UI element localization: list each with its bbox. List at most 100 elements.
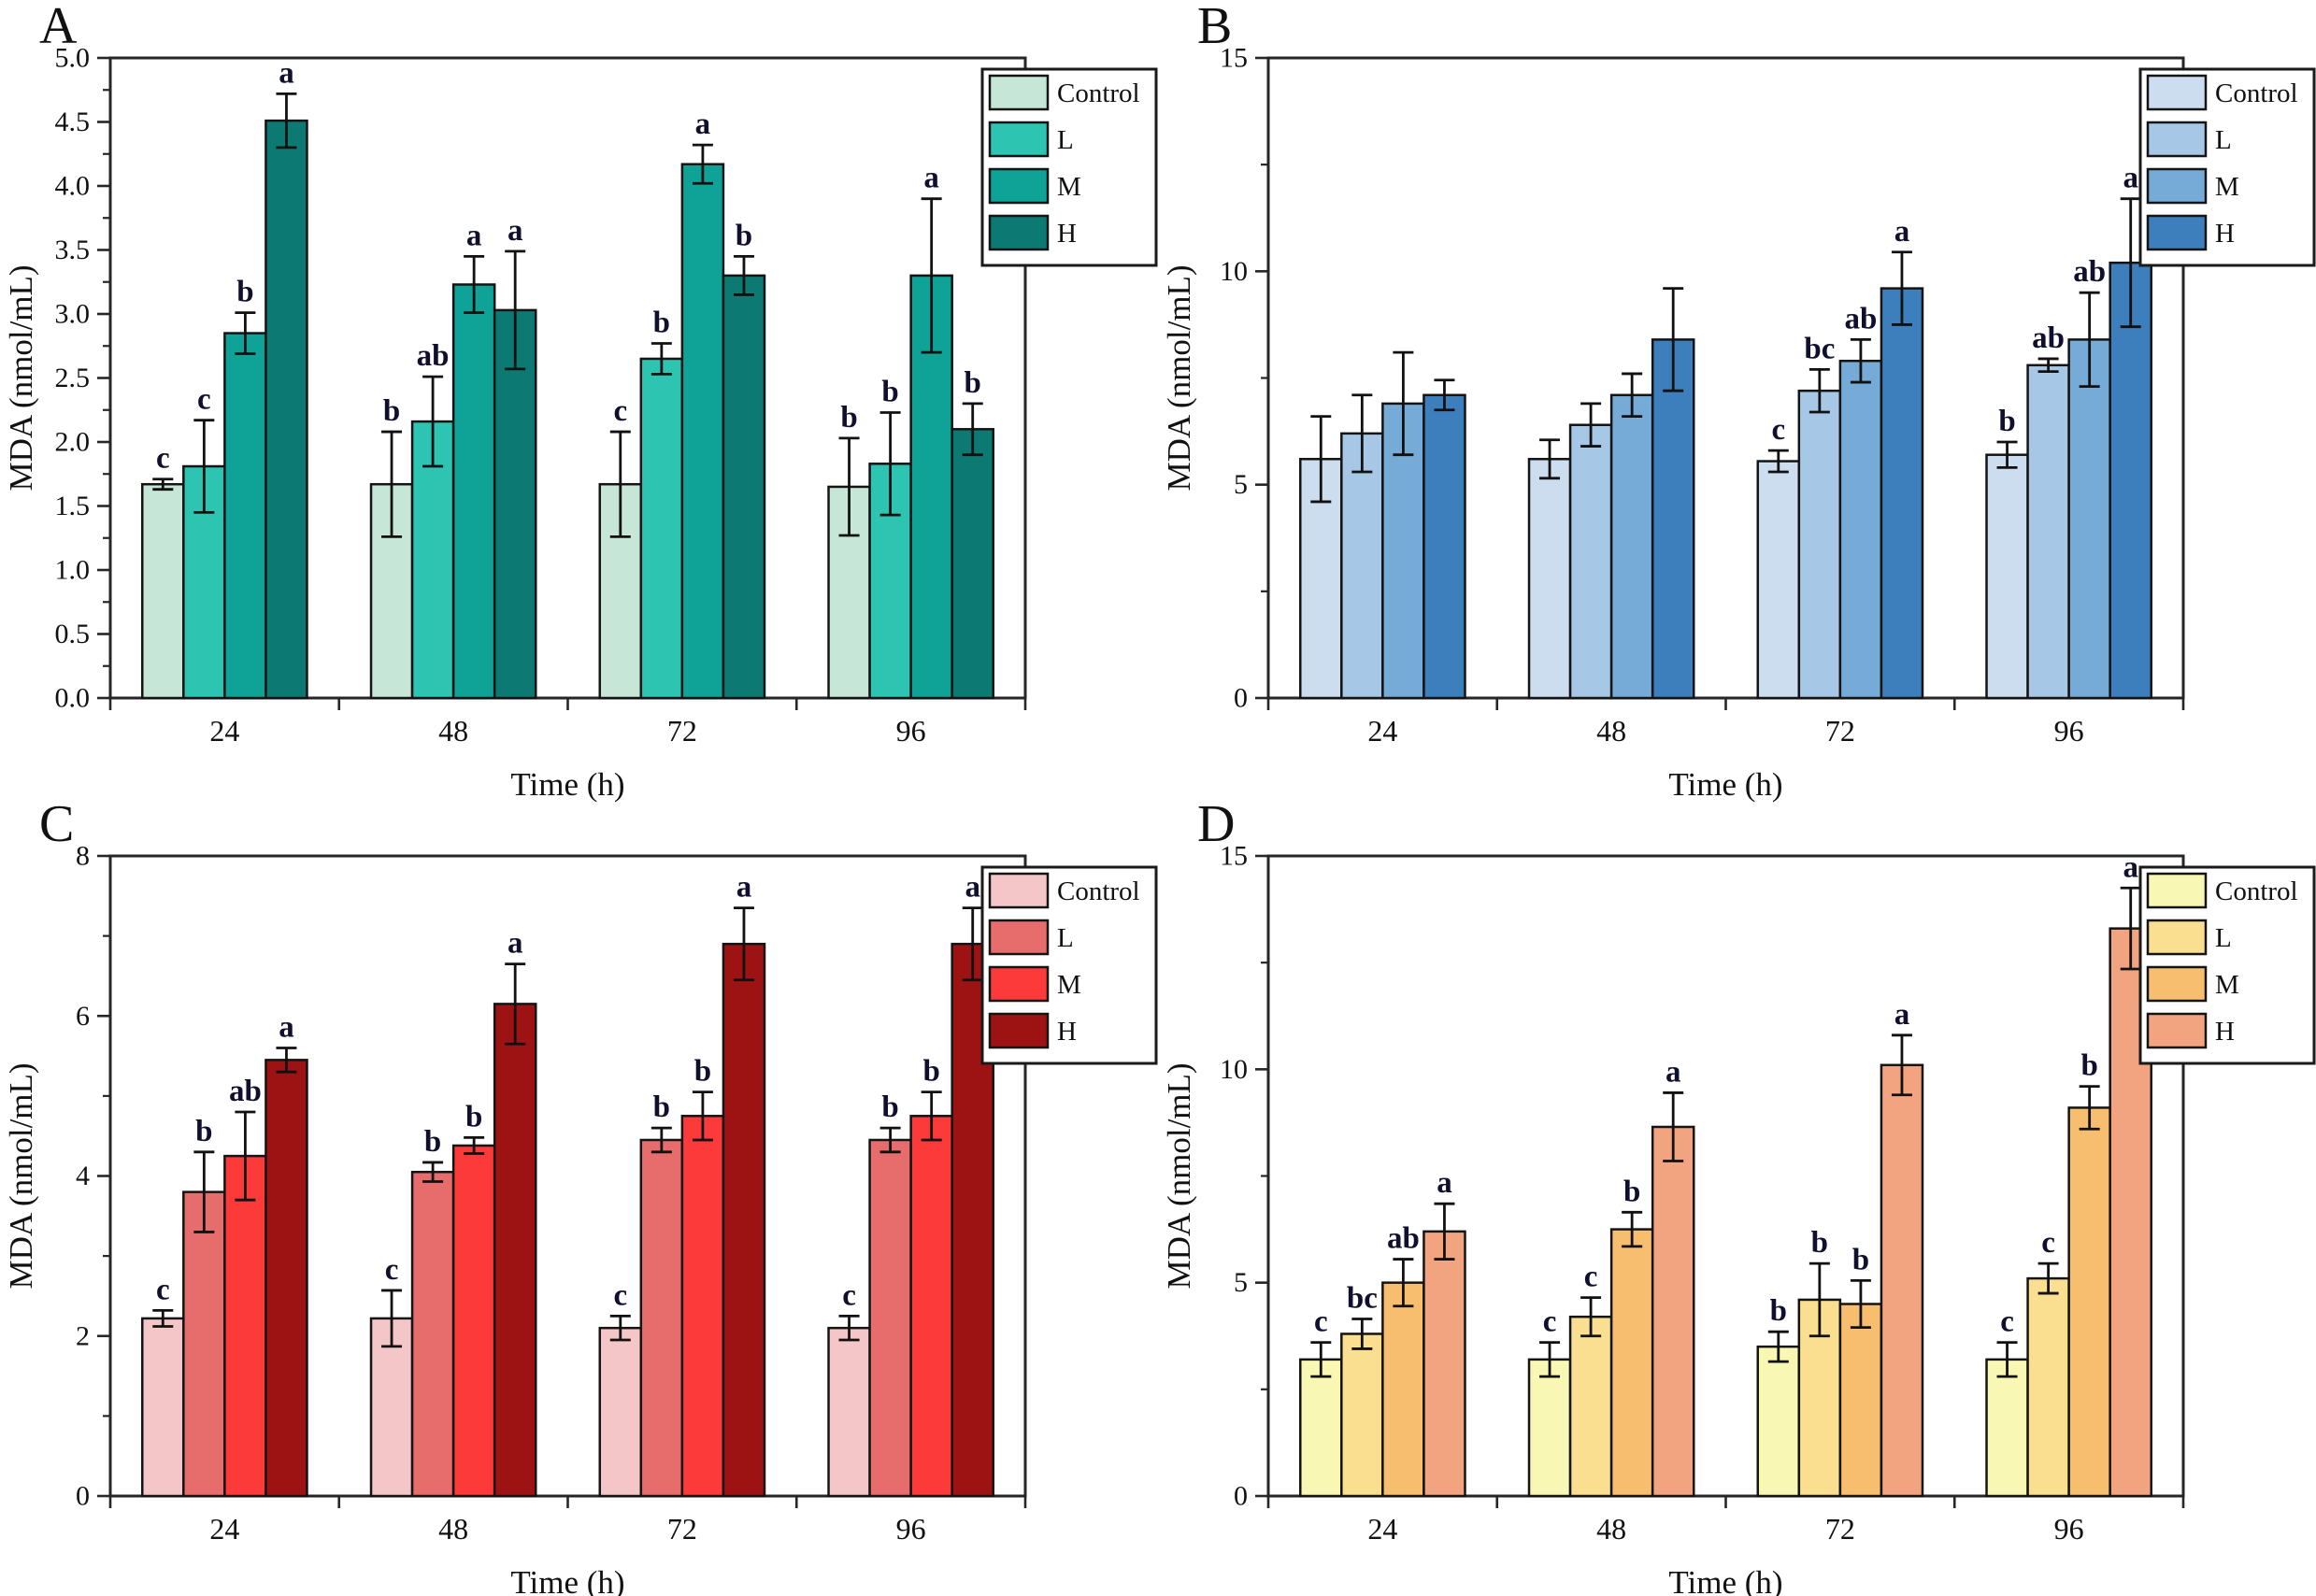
svg-text:Time (h): Time (h) bbox=[1668, 766, 1782, 803]
svg-text:b: b bbox=[736, 219, 752, 252]
chart-panel-C: 0 2 4 6 8 24 48 72 96 c c c c b b b b ab b b b a a a a Time (h) MD… bbox=[0, 795, 1158, 1596]
svg-text:MDA (nmol/mL): MDA (nmol/mL) bbox=[3, 1062, 39, 1289]
svg-text:c: c bbox=[1771, 413, 1785, 447]
svg-text:10: 10 bbox=[1220, 1054, 1248, 1085]
svg-text:Control: Control bbox=[1057, 78, 1140, 108]
svg-text:ab: ab bbox=[417, 339, 450, 373]
svg-text:1.5: 1.5 bbox=[55, 491, 91, 521]
svg-text:5: 5 bbox=[1234, 1267, 1248, 1298]
svg-text:2: 2 bbox=[76, 1320, 90, 1351]
svg-text:2.5: 2.5 bbox=[55, 363, 91, 393]
svg-text:L: L bbox=[2215, 923, 2232, 953]
svg-text:B: B bbox=[1197, 0, 1232, 55]
svg-text:0.0: 0.0 bbox=[55, 683, 91, 714]
svg-text:Time (h): Time (h) bbox=[1668, 1564, 1782, 1596]
svg-text:b: b bbox=[922, 1055, 939, 1089]
svg-text:H: H bbox=[1057, 219, 1077, 249]
svg-text:a: a bbox=[508, 214, 523, 248]
svg-text:b: b bbox=[1770, 1294, 1787, 1328]
svg-text:a: a bbox=[1894, 998, 1910, 1032]
svg-text:0: 0 bbox=[1234, 683, 1248, 714]
svg-text:4: 4 bbox=[76, 1161, 90, 1191]
svg-text:24: 24 bbox=[1367, 714, 1397, 748]
svg-text:A: A bbox=[39, 0, 78, 55]
svg-text:b: b bbox=[881, 1090, 898, 1124]
svg-text:b: b bbox=[694, 1055, 711, 1089]
svg-text:48: 48 bbox=[1596, 1512, 1626, 1546]
svg-text:c: c bbox=[1584, 1261, 1598, 1294]
svg-text:c: c bbox=[2041, 1226, 2055, 1260]
svg-text:D: D bbox=[1197, 795, 1235, 853]
svg-text:48: 48 bbox=[438, 1512, 468, 1546]
svg-text:5: 5 bbox=[1234, 469, 1248, 500]
svg-text:b: b bbox=[1852, 1243, 1869, 1276]
svg-text:c: c bbox=[613, 1278, 627, 1312]
chart-panel-B: 0 5 10 15 24 48 72 96 c b bc ab ab ab a a Time (h) MDA (n… bbox=[1158, 0, 2316, 803]
svg-text:96: 96 bbox=[2054, 714, 2084, 748]
svg-text:96: 96 bbox=[896, 714, 926, 748]
svg-text:a: a bbox=[1437, 1166, 1452, 1200]
svg-text:2.0: 2.0 bbox=[55, 427, 91, 458]
svg-text:24: 24 bbox=[209, 1512, 239, 1546]
svg-text:3.5: 3.5 bbox=[55, 235, 91, 265]
svg-text:a: a bbox=[1894, 215, 1910, 249]
svg-text:M: M bbox=[1057, 172, 1081, 202]
chart-panel-A: 0.0 0.5 1.0 1.5 2.0 2.5 3.0 3.5 4.0 4.5 5.0 24 48 72 9… bbox=[0, 0, 1158, 803]
svg-text:a: a bbox=[2123, 162, 2138, 195]
svg-text:C: C bbox=[39, 795, 74, 853]
chart-panel-D: 0 5 10 15 24 48 72 96 c c b c bc c b c ab b b b a a a a Time (h)… bbox=[1158, 795, 2316, 1596]
svg-text:H: H bbox=[2215, 1017, 2235, 1047]
svg-text:72: 72 bbox=[1825, 714, 1855, 748]
svg-text:M: M bbox=[2215, 970, 2239, 1000]
svg-text:a: a bbox=[923, 162, 939, 195]
svg-text:ab: ab bbox=[2073, 255, 2106, 289]
svg-text:Control: Control bbox=[1057, 876, 1140, 906]
svg-text:b: b bbox=[1998, 405, 2015, 438]
svg-text:b: b bbox=[965, 366, 981, 400]
svg-text:24: 24 bbox=[1367, 1512, 1397, 1546]
svg-text:MDA (nmol/mL): MDA (nmol/mL) bbox=[3, 264, 39, 491]
svg-text:c: c bbox=[197, 383, 211, 417]
svg-text:6: 6 bbox=[76, 1001, 90, 1032]
svg-text:4.0: 4.0 bbox=[55, 171, 91, 202]
svg-text:b: b bbox=[653, 1090, 670, 1124]
svg-text:48: 48 bbox=[438, 714, 468, 748]
svg-text:Time (h): Time (h) bbox=[510, 766, 624, 803]
svg-text:b: b bbox=[1623, 1175, 1640, 1208]
svg-text:ab: ab bbox=[1844, 302, 1877, 335]
svg-text:8: 8 bbox=[76, 841, 90, 872]
svg-text:72: 72 bbox=[667, 714, 697, 748]
svg-text:bc: bc bbox=[1347, 1281, 1378, 1315]
svg-text:0: 0 bbox=[76, 1481, 90, 1512]
svg-text:4.5: 4.5 bbox=[55, 107, 91, 137]
svg-text:48: 48 bbox=[1596, 714, 1626, 748]
svg-text:0: 0 bbox=[1234, 1481, 1248, 1512]
bar-chart-A: 0.0 0.5 1.0 1.5 2.0 2.5 3.0 3.5 4.0 4.5 5.0 24 48 72 9… bbox=[3, 0, 1158, 803]
svg-text:ab: ab bbox=[229, 1075, 262, 1108]
svg-text:Control: Control bbox=[2215, 78, 2298, 108]
svg-text:10: 10 bbox=[1220, 256, 1248, 287]
svg-text:H: H bbox=[1057, 1017, 1077, 1047]
svg-text:b: b bbox=[383, 394, 400, 428]
svg-text:a: a bbox=[695, 107, 711, 141]
svg-text:b: b bbox=[236, 276, 253, 309]
svg-text:c: c bbox=[156, 1273, 170, 1306]
svg-text:M: M bbox=[1057, 970, 1081, 1000]
svg-text:c: c bbox=[2000, 1305, 2014, 1339]
svg-text:a: a bbox=[1666, 1055, 1681, 1089]
svg-text:72: 72 bbox=[667, 1512, 697, 1546]
svg-text:b: b bbox=[465, 1100, 482, 1133]
svg-text:ab: ab bbox=[1387, 1222, 1420, 1256]
svg-text:15: 15 bbox=[1220, 841, 1248, 872]
svg-text:b: b bbox=[424, 1125, 441, 1159]
svg-text:96: 96 bbox=[2054, 1512, 2084, 1546]
svg-text:a: a bbox=[2123, 850, 2138, 884]
svg-text:15: 15 bbox=[1220, 43, 1248, 74]
svg-text:a: a bbox=[508, 927, 523, 961]
svg-text:b: b bbox=[653, 306, 670, 340]
svg-text:a: a bbox=[279, 56, 294, 90]
svg-text:3.0: 3.0 bbox=[55, 299, 91, 330]
svg-text:c: c bbox=[156, 442, 170, 476]
